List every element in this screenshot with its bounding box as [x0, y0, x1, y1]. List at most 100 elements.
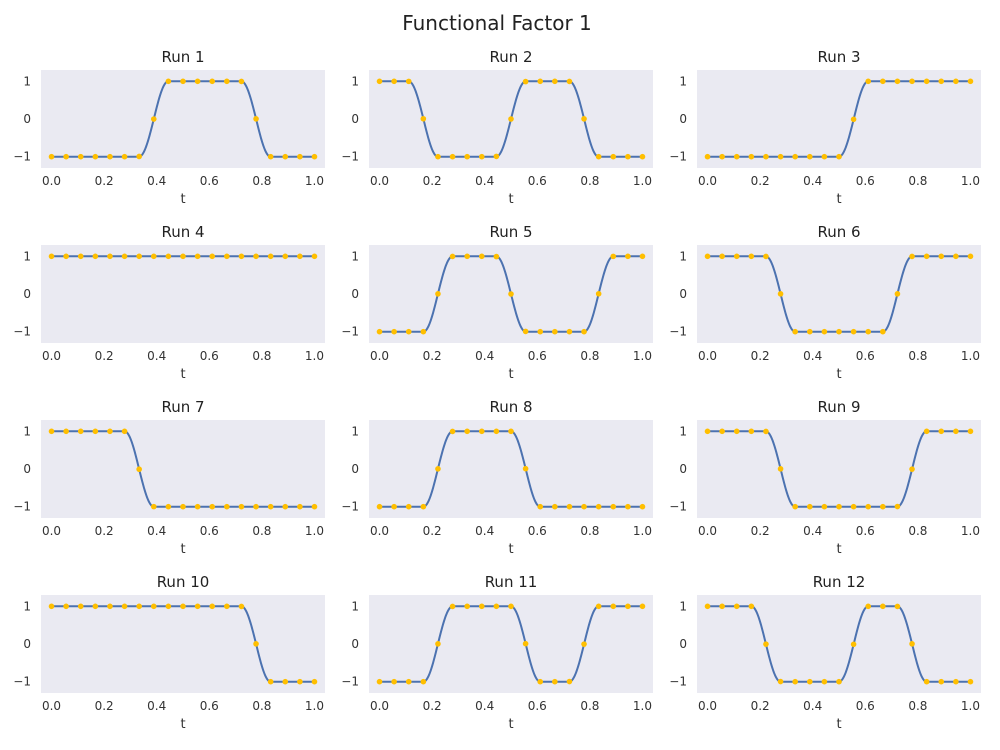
x-tick-label: 0.0 [42, 174, 61, 188]
subplot-3: Run 3 0.0 0.2 0.4 0.6 0.8 1.0 1 0 −1 t [669, 48, 981, 207]
data-point [850, 116, 857, 123]
x-tick-label: 1.0 [305, 699, 324, 713]
y-tick-label: 0 [23, 112, 31, 126]
y-tick-label: 1 [679, 424, 687, 438]
data-point [625, 503, 631, 510]
data-point [435, 291, 441, 297]
data-point [595, 153, 602, 160]
data-point [311, 153, 318, 160]
data-point [297, 503, 303, 510]
x-tick-label: 1.0 [961, 174, 980, 188]
data-point [464, 603, 470, 610]
data-point [391, 78, 397, 85]
data-point [865, 503, 872, 510]
data-point [136, 466, 142, 473]
data-point [909, 78, 915, 85]
subplot-9: Run 9 0.0 0.2 0.4 0.6 0.8 1.0 1 0 −1 t [669, 398, 981, 557]
data-point [880, 78, 886, 85]
data-point [537, 78, 544, 85]
data-point [107, 253, 113, 260]
data-point [493, 253, 500, 260]
data-point [894, 603, 901, 610]
data-point [552, 678, 558, 685]
data-point [435, 153, 441, 160]
x-tick-label: 0.8 [252, 349, 271, 363]
data-point [405, 78, 412, 85]
data-point [238, 503, 245, 510]
data-point [719, 603, 725, 610]
x-tick-label: 0.6 [200, 699, 219, 713]
x-tick-label: 0.6 [200, 524, 219, 538]
data-point [704, 428, 711, 435]
data-point [522, 78, 529, 85]
x-tick-label: 0.8 [908, 174, 927, 188]
data-point [435, 641, 441, 647]
y-tick-label: 0 [679, 287, 687, 301]
data-point [763, 641, 769, 647]
data-point [894, 503, 901, 510]
data-point [391, 678, 397, 685]
data-point [704, 253, 711, 260]
data-point [625, 153, 631, 160]
data-point [420, 678, 427, 685]
data-point [537, 678, 544, 685]
y-tick-label: 1 [679, 599, 687, 613]
data-point [522, 465, 529, 472]
data-point [537, 328, 544, 335]
x-tick-label: 0.4 [147, 699, 166, 713]
data-point [850, 641, 857, 648]
x-tick-label: 0.2 [95, 349, 114, 363]
data-point [253, 253, 259, 260]
x-tick-label: 0.8 [908, 699, 927, 713]
y-tick-label: 1 [351, 74, 359, 88]
subplot-4: Run 4 0.0 0.2 0.4 0.6 0.8 1.0 1 0 −1 t [13, 223, 325, 382]
x-tick-label: 0.2 [423, 174, 442, 188]
x-tick-label: 0.6 [528, 174, 547, 188]
y-tick-label: 1 [23, 74, 31, 88]
y-tick-label: 1 [23, 424, 31, 438]
data-point [566, 328, 573, 335]
plot-area [697, 595, 981, 693]
subplot-title: Run 5 [489, 223, 532, 241]
x-tick-label: 0.2 [95, 174, 114, 188]
x-tick-label: 1.0 [305, 524, 324, 538]
panels: Run 1 0.0 0.2 0.4 0.6 0.8 1.0 1 0 −1 t Run 2 0.0 0.2 0… [13, 48, 981, 732]
x-tick-label: 0.2 [423, 349, 442, 363]
data-point [923, 428, 930, 435]
subplot-5: Run 5 0.0 0.2 0.4 0.6 0.8 1.0 1 0 −1 t [341, 223, 653, 382]
data-point [704, 603, 711, 610]
subplot-title: Run 10 [157, 573, 210, 591]
data-point [610, 503, 617, 510]
y-tick-label: 0 [23, 637, 31, 651]
data-point [449, 153, 456, 160]
data-point [48, 428, 55, 435]
x-axis-label: t [180, 367, 185, 382]
x-tick-label: 0.2 [751, 699, 770, 713]
plot-area [41, 245, 325, 343]
y-tick-label: −1 [13, 675, 31, 689]
data-point [238, 253, 245, 260]
data-point [625, 603, 631, 610]
data-point [405, 328, 412, 335]
x-tick-label: 0.0 [698, 524, 717, 538]
y-tick-label: −1 [669, 675, 687, 689]
subplot-title: Run 1 [161, 48, 204, 66]
data-point [748, 153, 755, 160]
data-point [282, 503, 289, 510]
data-point [865, 603, 872, 610]
data-point [224, 603, 230, 610]
data-point [777, 153, 784, 160]
data-point [165, 78, 172, 85]
data-point [806, 153, 813, 160]
data-point [92, 603, 99, 610]
x-tick-label: 0.8 [580, 699, 599, 713]
subplot-title: Run 3 [817, 48, 860, 66]
data-point [880, 503, 886, 510]
data-point [150, 253, 157, 260]
data-point [224, 78, 230, 85]
data-point [209, 503, 216, 510]
data-point [311, 503, 318, 510]
data-point [566, 678, 573, 685]
data-point [639, 153, 646, 160]
x-tick-label: 0.0 [42, 699, 61, 713]
